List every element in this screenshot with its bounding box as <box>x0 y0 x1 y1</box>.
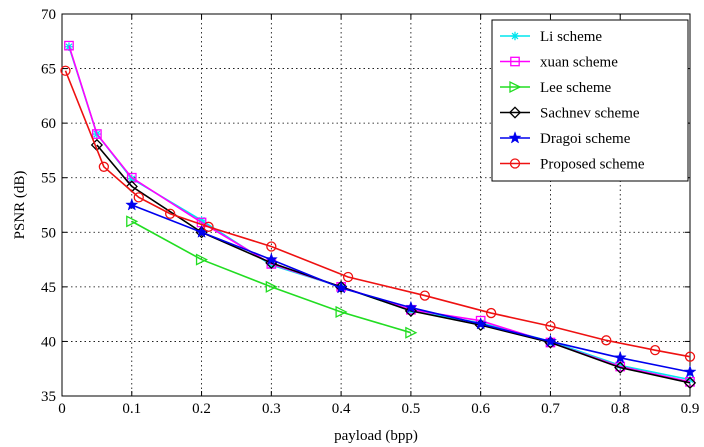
x-tick-label: 0.2 <box>192 401 211 417</box>
series-dragoi-scheme <box>125 198 697 378</box>
data-point-proposed-scheme <box>98 161 110 172</box>
legend-marker-xuan-scheme <box>510 56 520 67</box>
x-tick-label: 0.7 <box>541 401 560 417</box>
series-proposed-scheme <box>60 65 696 362</box>
x-tick-label: 0.4 <box>332 401 351 417</box>
legend-label-lee-scheme: Lee scheme <box>540 80 612 96</box>
data-point-dragoi-scheme <box>683 365 697 378</box>
data-point-li-scheme <box>127 174 136 184</box>
data-point-lee-scheme <box>335 305 348 319</box>
data-point-dragoi-scheme <box>334 280 348 294</box>
legend-label-dragoi-scheme: Dragoi scheme <box>540 131 631 147</box>
legend-marker-proposed-scheme <box>509 158 521 169</box>
data-point-li-scheme <box>197 216 206 225</box>
data-point-proposed-scheme <box>133 192 144 203</box>
data-point-proposed-scheme <box>684 351 696 362</box>
data-point-li-scheme <box>685 375 695 384</box>
legend-marker-sachnev-scheme <box>508 106 522 119</box>
x-tick-label: 0.9 <box>681 401 700 417</box>
legend-box <box>491 19 689 182</box>
series-lee-scheme <box>126 215 418 339</box>
data-point-dragoi-scheme <box>264 252 278 266</box>
data-point-proposed-scheme <box>601 335 612 346</box>
x-tick-label: 0.5 <box>402 401 421 417</box>
series-line-sachnev-scheme <box>96 144 691 384</box>
data-point-sachnev-scheme <box>334 280 348 293</box>
y-tick-label: 70 <box>41 7 56 23</box>
y-axis-label: PSNR (dB) <box>12 171 28 240</box>
data-point-proposed-scheme <box>485 307 497 319</box>
data-point-dragoi-scheme <box>613 350 627 364</box>
y-tick-label: 40 <box>41 334 56 350</box>
x-tick-label: 0.3 <box>262 401 281 417</box>
legend-marker-dragoi-scheme <box>508 131 522 144</box>
y-tick-label: 65 <box>41 62 56 78</box>
data-point-proposed-scheme <box>203 221 214 232</box>
legend-marker-li-scheme <box>510 31 520 41</box>
data-point-proposed-scheme <box>545 320 556 332</box>
x-tick-label: 0 <box>58 401 66 417</box>
data-point-dragoi-scheme <box>543 334 558 348</box>
data-point-dragoi-scheme <box>404 300 418 314</box>
legend-label-sachnev-scheme: Sachnev scheme <box>540 106 640 122</box>
data-point-sachnev-scheme <box>614 361 627 374</box>
legend-marker-lee-scheme <box>509 80 522 94</box>
data-point-li-scheme <box>616 361 625 370</box>
data-point-proposed-scheme <box>60 65 71 76</box>
y-tick-label: 35 <box>41 389 56 405</box>
data-point-xuan-scheme <box>92 129 102 139</box>
y-tick-label: 55 <box>41 171 56 187</box>
plot-frame <box>61 13 691 397</box>
legend-label-li-scheme: Li scheme <box>540 29 602 45</box>
data-point-dragoi-scheme <box>474 317 488 330</box>
data-point-lee-scheme <box>405 326 418 339</box>
data-point-lee-scheme <box>195 253 209 266</box>
legend: Li scheme xuan scheme Lee scheme Sachnev sc… <box>491 19 689 182</box>
y-tick-label: 50 <box>41 225 56 241</box>
data-point-lee-scheme <box>265 280 278 293</box>
series-line-proposed-scheme <box>64 70 691 358</box>
series-line-lee-scheme <box>131 220 412 334</box>
x-axis-label: payload (bpp) <box>334 428 418 444</box>
legend-label-xuan-scheme: xuan scheme <box>540 55 618 71</box>
y-tick-label: 60 <box>41 116 56 132</box>
data-point-li-scheme <box>267 260 276 270</box>
data-point-lee-scheme <box>126 215 139 228</box>
axis-ticks: 0 0.1 0.2 0.3 0.4 0.5 0.6 0.7 0.8 0.9 35 40 45 50 55 60… <box>41 7 699 417</box>
data-point-xuan-scheme <box>64 40 74 51</box>
data-point-proposed-scheme <box>419 290 430 301</box>
series-group <box>60 40 697 390</box>
data-point-dragoi-scheme <box>125 198 139 211</box>
x-tick-label: 0.1 <box>122 401 141 417</box>
data-point-proposed-scheme <box>165 208 176 219</box>
data-point-proposed-scheme <box>266 241 277 252</box>
data-point-sachnev-scheme <box>683 376 697 390</box>
data-point-proposed-scheme <box>342 271 354 283</box>
data-point-proposed-scheme <box>649 345 661 356</box>
x-tick-label: 0.6 <box>471 401 490 417</box>
y-tick-label: 45 <box>41 280 56 296</box>
legend-label-proposed-scheme: Proposed scheme <box>540 157 645 173</box>
x-tick-label: 0.8 <box>611 401 630 417</box>
